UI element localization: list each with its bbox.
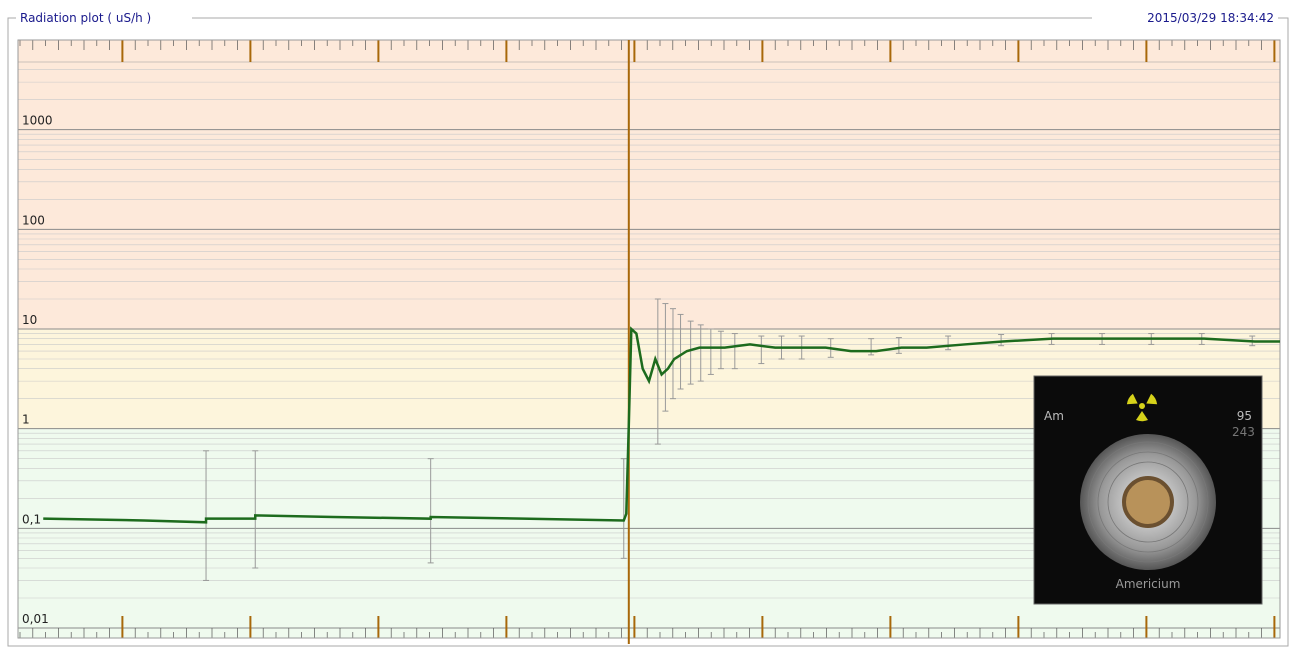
rad-blade: [1126, 393, 1138, 405]
data-line: [43, 326, 1280, 524]
disc-ring: [1087, 441, 1209, 563]
inset-name: Americium: [1116, 577, 1181, 591]
inset-number: 95: [1237, 409, 1252, 423]
plot-border: [17, 39, 1281, 639]
rad-center: [1139, 403, 1145, 409]
inset-mass: 243: [1232, 425, 1255, 439]
disc-core: [1122, 476, 1174, 528]
rad-blade: [1146, 393, 1158, 405]
chart-title: Radiation plot ( uS/h ): [20, 11, 151, 25]
disc-ring: [1097, 451, 1199, 553]
inset-symbol: Am: [1044, 409, 1064, 423]
radiation-symbol: [1126, 393, 1158, 422]
rad-blade: [1136, 411, 1148, 422]
top-ruler: [17, 39, 1281, 63]
plot: 0,01 0,1 1 10 100 1000 Am 95 243 Americium: [17, 39, 1281, 644]
zone: [18, 40, 1280, 329]
y-tick-label: 1000: [22, 114, 53, 128]
y-tick-label: 1: [22, 413, 30, 427]
disc-ring: [1107, 461, 1189, 543]
inset-tile: Am 95 243 Americium: [1033, 375, 1263, 605]
y-tick-label: 0,01: [22, 612, 49, 626]
y-tick-label: 100: [22, 213, 45, 227]
y-tick-label: 10: [22, 313, 37, 327]
timestamp: 2015/03/29 18:34:42: [1147, 11, 1274, 25]
title-back: [16, 12, 192, 26]
y-tick-label: 0,1: [22, 512, 41, 526]
time-back: [1092, 12, 1278, 26]
